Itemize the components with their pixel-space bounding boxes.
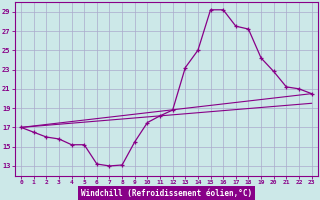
- X-axis label: Windchill (Refroidissement éolien,°C): Windchill (Refroidissement éolien,°C): [81, 189, 252, 198]
